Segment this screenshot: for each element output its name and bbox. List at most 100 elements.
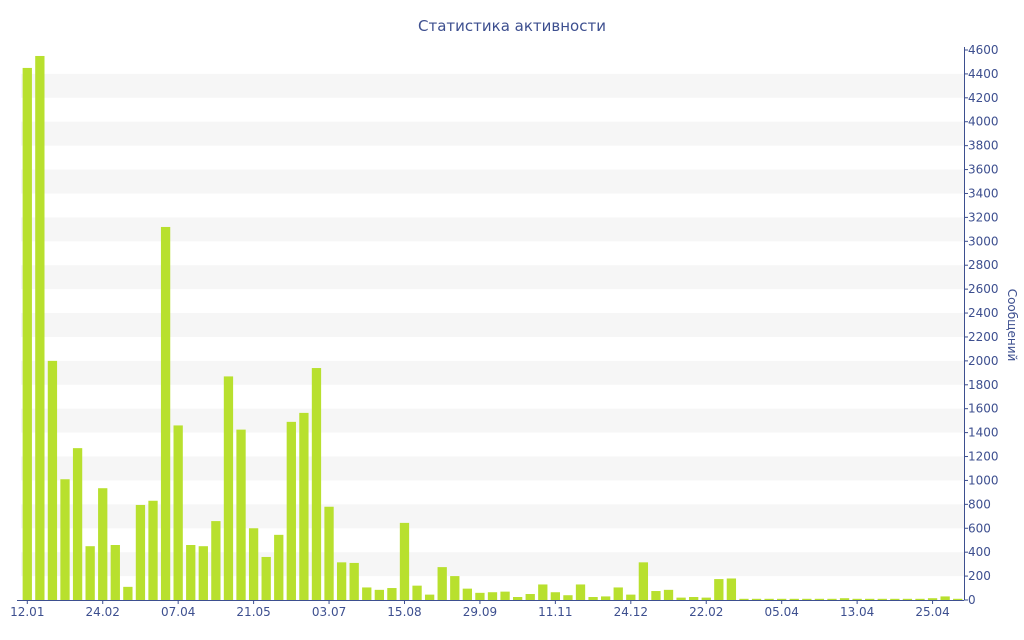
y-tick-label: 3600 [968, 163, 999, 177]
grid-band [21, 408, 964, 433]
grid-band [21, 504, 964, 529]
bar [588, 597, 598, 600]
bar [487, 592, 498, 600]
bar [689, 597, 699, 600]
y-tick-label: 3800 [968, 139, 999, 153]
bar [865, 598, 875, 600]
x-tick-label: 11.11 [538, 605, 572, 619]
y-tick-label: 1400 [968, 426, 999, 440]
x-tick-label: 13.04 [840, 605, 874, 619]
y-tick-label: 1800 [968, 378, 999, 392]
bar [802, 598, 812, 600]
bar [777, 598, 787, 600]
y-tick-label: 200 [968, 569, 991, 583]
bar [173, 425, 183, 600]
bar [349, 562, 359, 600]
x-tick-label: 22.02 [689, 605, 723, 619]
y-tick-label: 0 [968, 593, 976, 607]
y-tick-label: 800 [968, 497, 991, 511]
bar [839, 598, 850, 600]
x-tick-label: 24.02 [86, 605, 120, 619]
bar [726, 578, 737, 600]
bar [512, 597, 523, 600]
bar [462, 588, 472, 600]
bar [915, 598, 925, 600]
y-tick-label: 1600 [968, 402, 999, 416]
bar [953, 598, 963, 600]
y-tick-label: 4600 [968, 43, 999, 57]
bar [424, 594, 435, 600]
x-tick-label: 24.12 [614, 605, 648, 619]
bar [336, 562, 347, 600]
bar [814, 598, 825, 600]
y-tick-label: 600 [968, 521, 991, 535]
y-tick-label: 2000 [968, 354, 999, 368]
bar [538, 584, 548, 600]
x-tick-label: 07.04 [161, 605, 195, 619]
bar [890, 598, 900, 600]
bar [72, 448, 83, 600]
bar [186, 545, 196, 600]
y-tick-label: 1000 [968, 473, 999, 487]
x-tick-label: 15.08 [387, 605, 421, 619]
bar [651, 591, 661, 600]
axes-group [17, 47, 968, 604]
y-tick-label: 1200 [968, 450, 999, 464]
grid-band [21, 313, 964, 337]
bar [236, 429, 246, 600]
bar [362, 587, 372, 600]
x-tick-label: 21.05 [236, 605, 270, 619]
x-tick-label: 05.04 [765, 605, 799, 619]
y-tick-label: 400 [968, 545, 991, 559]
bar [751, 598, 762, 600]
bar [324, 506, 334, 600]
bar [399, 522, 410, 600]
bar [563, 595, 573, 600]
bar [601, 596, 611, 600]
bar [764, 598, 774, 600]
grid-band [21, 456, 964, 481]
bar [927, 598, 938, 600]
grid-band [21, 265, 964, 290]
bar [550, 592, 561, 600]
bar [613, 587, 623, 600]
bar [789, 598, 799, 600]
bar [148, 500, 158, 600]
grid-band [21, 73, 964, 98]
bar [626, 594, 636, 600]
bar [525, 594, 535, 600]
bar [500, 591, 510, 600]
bar [450, 576, 460, 600]
x-tick-label: 29.09 [463, 605, 497, 619]
chart-title: Статистика активности [418, 17, 606, 35]
bar [98, 488, 108, 600]
y-tick-label: 2800 [968, 258, 999, 272]
bar [248, 528, 259, 600]
bar [374, 589, 384, 600]
bar [877, 598, 887, 600]
x-tick-label: 03.07 [312, 605, 346, 619]
grid-band [21, 169, 964, 194]
bar [274, 534, 284, 600]
bar [35, 55, 45, 601]
y-tick-label: 2400 [968, 306, 999, 320]
bar [940, 596, 950, 600]
bar [223, 376, 234, 600]
bar [299, 412, 309, 600]
bar [676, 597, 686, 600]
x-tick-label: 25.04 [915, 605, 949, 619]
bar [852, 598, 862, 600]
bar [714, 579, 724, 600]
x-tick-labels: 12.01 24.02 07.04 21.05 03.07 15.08 29.09 11.11… [10, 605, 950, 619]
bar [663, 589, 674, 600]
bar [123, 586, 133, 600]
grid-band [21, 360, 964, 385]
bar [575, 584, 586, 600]
bar [47, 360, 58, 600]
bar [160, 226, 171, 600]
y-tick-label: 2200 [968, 330, 999, 344]
bar [701, 597, 711, 600]
bar [60, 479, 70, 600]
bar [475, 592, 485, 600]
